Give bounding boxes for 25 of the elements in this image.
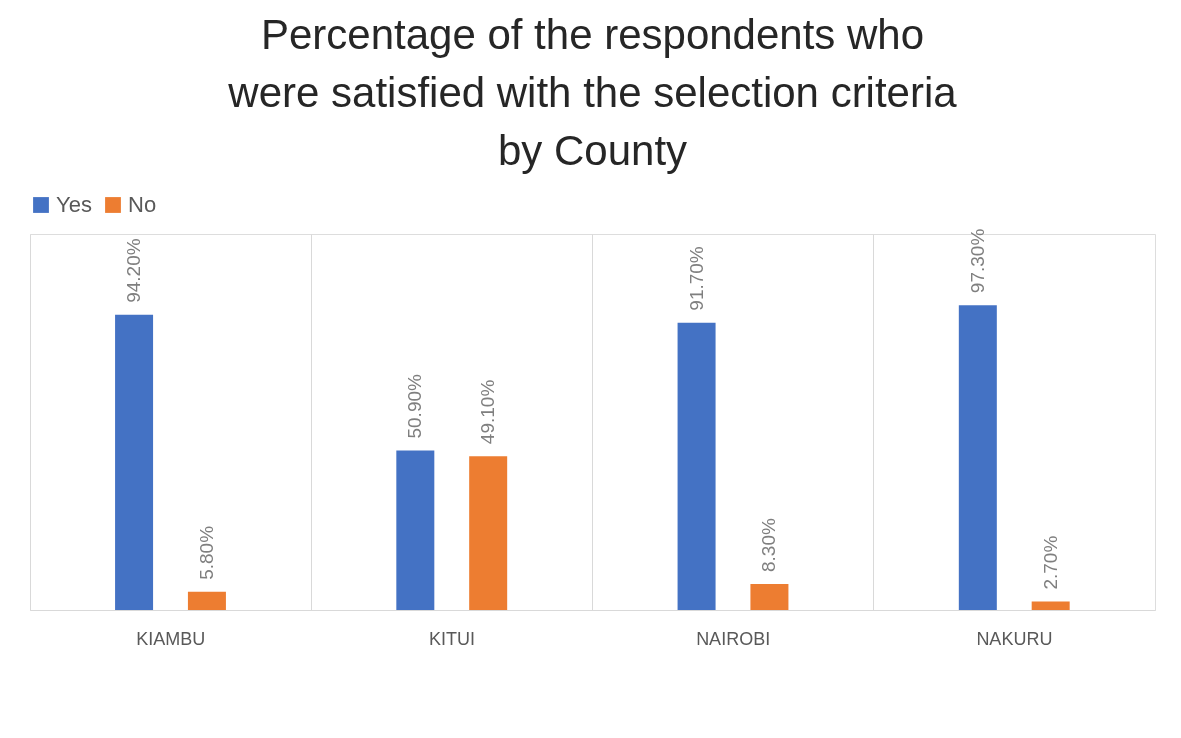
- bar: [187, 591, 226, 610]
- bar: [677, 322, 716, 610]
- legend-label: No: [128, 192, 157, 217]
- data-label: 8.30%: [758, 518, 780, 572]
- bar: [958, 305, 997, 610]
- data-label: 5.80%: [195, 525, 217, 580]
- data-label: 2.70%: [1039, 535, 1061, 590]
- bar: [115, 314, 154, 610]
- text: Percentage of the respondents who: [260, 11, 925, 58]
- bar: [1031, 601, 1070, 610]
- data-label: 97.30%: [966, 228, 988, 294]
- bar: [750, 583, 789, 610]
- bar: [469, 456, 508, 610]
- x-tick-label: NAIROBI: [696, 628, 771, 649]
- data-label: 49.10%: [477, 379, 499, 445]
- data-label: 94.20%: [123, 238, 145, 303]
- legend-label: Yes: [56, 192, 92, 217]
- text: were satisfied with the selection criteria: [228, 69, 957, 116]
- x-tick-label: KITUI: [428, 628, 475, 649]
- bar: [396, 450, 435, 610]
- x-tick-label: NAKURU: [976, 628, 1053, 649]
- data-label: 91.70%: [685, 246, 707, 311]
- text: by County: [497, 127, 688, 174]
- x-tick-label: KIAMBU: [136, 628, 206, 649]
- data-label: 50.90%: [404, 373, 426, 439]
